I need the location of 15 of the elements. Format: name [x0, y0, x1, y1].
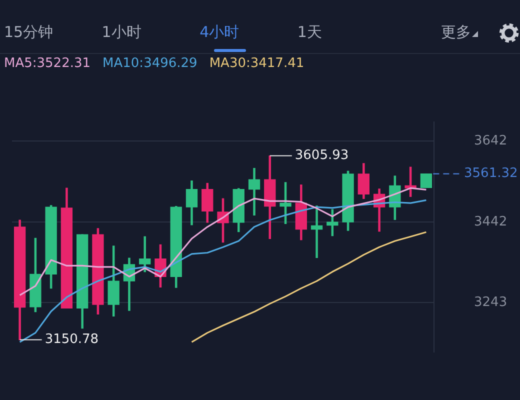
text: 15分钟: [4, 23, 54, 41]
y-tick-label: 3243: [474, 294, 508, 310]
text: 4小时: [200, 23, 240, 41]
annotation: 3150.78: [44, 332, 99, 348]
candlestick: [310, 206, 323, 258]
y-tick-label: 3442: [474, 214, 508, 230]
text: 1天: [297, 23, 322, 41]
text: 更多: [440, 23, 471, 41]
annotation: 3605.93: [294, 148, 349, 164]
text: MA30:3417.41: [209, 56, 304, 73]
text: 1小时: [102, 23, 142, 41]
y-tick-label: 3642: [474, 134, 508, 149]
ref-line-label: 3561.32: [464, 166, 518, 182]
text: MA10:3496.29: [102, 56, 198, 73]
text: MA5:3522.31: [4, 56, 91, 73]
